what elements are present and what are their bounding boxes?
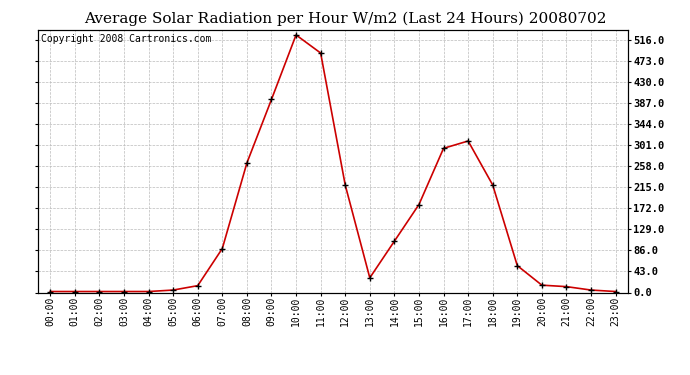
- Text: Average Solar Radiation per Hour W/m2 (Last 24 Hours) 20080702: Average Solar Radiation per Hour W/m2 (L…: [83, 11, 607, 26]
- Text: Copyright 2008 Cartronics.com: Copyright 2008 Cartronics.com: [41, 34, 211, 44]
